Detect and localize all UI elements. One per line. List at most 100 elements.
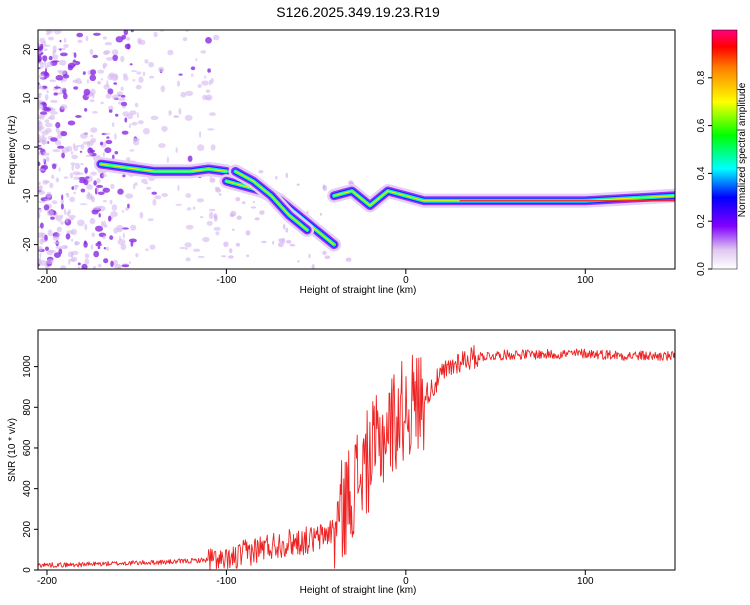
- noise-speckle: [38, 62, 45, 65]
- noise-speckle: [92, 207, 101, 211]
- noise-speckle: [39, 252, 42, 258]
- noise-speckle: [89, 218, 96, 225]
- noise-speckle: [235, 242, 240, 247]
- noise-speckle: [132, 79, 136, 82]
- noise-speckle: [126, 113, 134, 120]
- noise-speckle: [113, 82, 118, 85]
- noise-speckle: [38, 208, 42, 214]
- noise-speckle: [185, 90, 194, 96]
- noise-speckle: [38, 125, 45, 131]
- noise-speckle: [76, 145, 82, 147]
- noise-speckle: [176, 80, 181, 87]
- noise-speckle: [89, 48, 94, 56]
- noise-speckle: [153, 31, 158, 38]
- noise-speckle: [100, 78, 104, 81]
- noise-speckle: [38, 99, 43, 104]
- noise-speckle: [236, 215, 242, 220]
- noise-speckle: [60, 221, 64, 225]
- noise-speckle: [73, 52, 77, 58]
- noise-speckle: [44, 198, 50, 202]
- noise-speckle: [173, 115, 180, 118]
- noise-speckle: [68, 209, 71, 215]
- noise-speckle: [89, 149, 95, 153]
- colorbar-tick-label: 0.6: [696, 118, 707, 132]
- noise-speckle: [38, 57, 41, 63]
- noise-speckle: [177, 184, 180, 192]
- noise-speckle: [73, 86, 79, 90]
- snr-ytick-label: 1000: [22, 355, 33, 378]
- snr-ytick-label: 400: [22, 480, 33, 497]
- noise-speckle: [121, 210, 125, 213]
- noise-speckle: [58, 59, 67, 66]
- noise-speckle: [322, 185, 328, 192]
- colorbar-ticks: 0.0 0.2 0.4 0.6 0.8: [696, 70, 712, 276]
- noise-speckles: [38, 30, 355, 269]
- noise-speckle: [40, 232, 46, 238]
- noise-speckle: [65, 233, 71, 240]
- noise-speckle: [148, 75, 155, 79]
- noise-speckle: [90, 171, 98, 176]
- noise-speckle: [38, 186, 43, 193]
- colorbar-tick-label: 0.0: [696, 262, 707, 276]
- noise-speckle: [158, 66, 165, 73]
- noise-speckle: [103, 132, 111, 135]
- noise-speckle: [80, 163, 84, 166]
- noise-speckle: [74, 162, 81, 170]
- noise-speckle: [86, 140, 91, 148]
- noise-speckle: [91, 197, 95, 203]
- spectrogram-ytick-label: 20: [22, 44, 33, 56]
- noise-speckle: [252, 201, 256, 204]
- noise-speckle: [96, 186, 100, 193]
- noise-speckle: [85, 176, 90, 179]
- noise-speckle: [45, 156, 50, 162]
- noise-speckle: [345, 257, 352, 262]
- noise-speckle: [130, 224, 137, 231]
- noise-speckle: [91, 232, 96, 237]
- noise-speckle: [102, 200, 107, 203]
- noise-speckle: [187, 155, 193, 162]
- noise-speckle: [62, 74, 70, 79]
- noise-speckle: [55, 127, 60, 133]
- noise-speckle: [161, 125, 168, 132]
- noise-speckle: [57, 69, 62, 73]
- noise-speckle: [79, 179, 87, 184]
- noise-speckle: [61, 194, 64, 201]
- noise-speckle: [207, 128, 215, 131]
- noise-speckle: [79, 81, 83, 84]
- noise-speckle: [60, 198, 64, 205]
- noise-speckle: [90, 134, 94, 138]
- noise-speckle: [103, 258, 109, 264]
- noise-speckle: [235, 197, 241, 202]
- noise-speckle: [231, 228, 235, 231]
- noise-speckle: [53, 86, 61, 89]
- noise-speckle: [38, 200, 45, 203]
- noise-speckle: [79, 203, 88, 206]
- spectrogram-ytick-label: 0: [22, 144, 33, 150]
- noise-speckle: [92, 54, 99, 59]
- noise-speckle: [110, 211, 118, 218]
- noise-speckle: [85, 35, 89, 42]
- noise-speckle: [324, 255, 331, 259]
- noise-speckle: [51, 174, 55, 179]
- noise-speckle: [111, 204, 118, 212]
- noise-speckle: [100, 101, 104, 105]
- noise-speckle: [99, 141, 104, 146]
- noise-speckle: [229, 213, 235, 218]
- noise-speckle: [52, 51, 55, 58]
- spectrogram-ytick-label: -20: [22, 237, 33, 252]
- noise-speckle: [53, 30, 62, 35]
- noise-speckle: [65, 217, 69, 223]
- noise-speckle: [102, 36, 107, 40]
- noise-speckle: [73, 191, 77, 195]
- noise-speckle: [117, 266, 121, 269]
- noise-speckle: [285, 172, 289, 179]
- noise-speckle: [57, 145, 65, 149]
- noise-speckle: [90, 127, 98, 133]
- noise-speckle: [184, 242, 192, 248]
- noise-speckle: [45, 122, 53, 128]
- noise-speckle: [73, 184, 79, 188]
- noise-speckle: [167, 49, 174, 56]
- noise-speckle: [272, 240, 275, 245]
- noise-speckle: [140, 39, 146, 45]
